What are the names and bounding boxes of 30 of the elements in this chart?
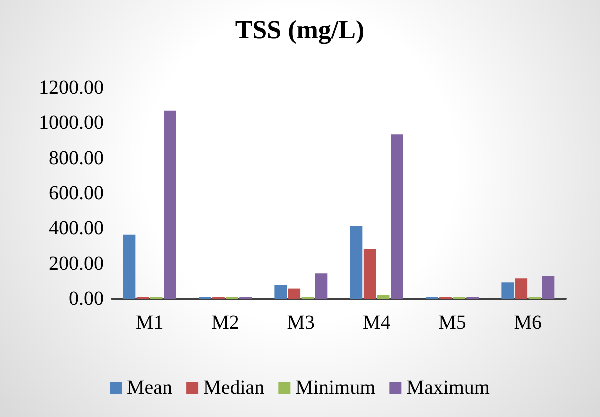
bar: [502, 282, 514, 299]
bar: [391, 134, 404, 299]
bar: [123, 234, 136, 299]
y-tick-label: 0.00: [69, 288, 104, 310]
legend-label: Maximum: [406, 377, 490, 399]
bar: [542, 276, 555, 299]
bar: [315, 274, 328, 299]
legend-label: Minimum: [296, 377, 376, 399]
y-tick-label: 400.00: [49, 218, 104, 240]
y-tick-label: 1200.00: [39, 77, 104, 99]
legend-label: Median: [204, 377, 265, 399]
x-tick-label: M1: [136, 312, 164, 334]
y-tick-label: 1000.00: [39, 112, 104, 134]
x-tick-label: M6: [514, 312, 542, 334]
y-tick-label: 600.00: [49, 182, 104, 204]
bar: [377, 295, 390, 299]
bar: [164, 110, 176, 299]
bar: [515, 278, 528, 299]
y-tick-label: 200.00: [49, 252, 104, 275]
x-tick-label: M2: [212, 312, 240, 334]
bar: [350, 226, 363, 299]
bar: [274, 285, 287, 299]
x-tick-label: M3: [287, 312, 316, 334]
y-tick-label: 800.00: [49, 147, 104, 170]
chart-title: TSS (mg/L): [235, 16, 365, 44]
legend-label: Mean: [127, 377, 173, 399]
x-tick-label: M5: [438, 312, 466, 334]
x-tick-label: M4: [362, 312, 391, 334]
bar: [364, 249, 376, 299]
bar: [288, 288, 301, 299]
